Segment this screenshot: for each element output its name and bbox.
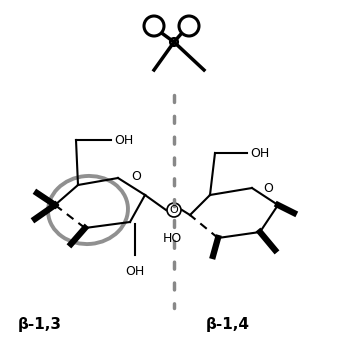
Text: OH: OH [125,265,144,278]
Text: β-1,3: β-1,3 [18,317,62,332]
Text: O: O [131,170,141,183]
Text: OH: OH [250,147,269,160]
Text: O: O [170,205,179,215]
Text: β-1,4: β-1,4 [206,317,250,332]
Circle shape [170,38,178,46]
Circle shape [167,203,181,217]
Text: O: O [263,182,273,194]
Text: HO: HO [162,232,182,245]
Text: OH: OH [114,133,133,147]
